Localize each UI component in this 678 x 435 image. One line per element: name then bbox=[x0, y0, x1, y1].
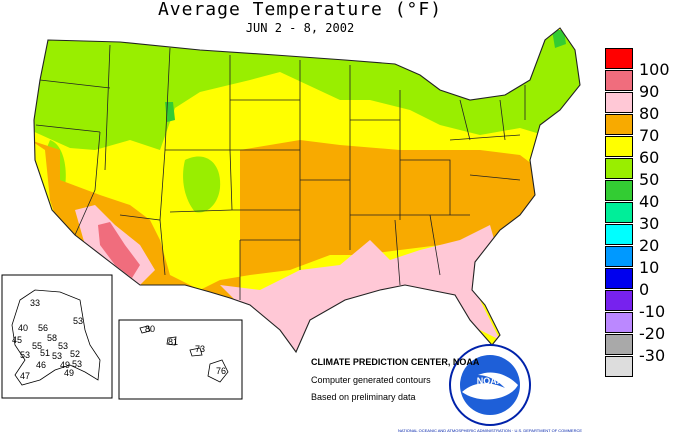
legend-item: 80 bbox=[605, 92, 675, 123]
state-boundaries bbox=[33, 27, 581, 354]
ak-value: 47 bbox=[20, 371, 31, 381]
legend-item: 90 bbox=[605, 70, 675, 101]
hi-value: 81 bbox=[168, 337, 179, 347]
map-title: Average Temperature (°F) bbox=[157, 0, 443, 20]
ak-value: 33 bbox=[30, 298, 41, 308]
hawaii-islands bbox=[139, 325, 229, 383]
legend-item: 10 bbox=[605, 246, 675, 277]
legend-label: 10 bbox=[639, 258, 660, 277]
ak-value: 53 bbox=[72, 359, 83, 369]
ak-value: 53 bbox=[58, 341, 69, 351]
legend-item: -20 bbox=[605, 312, 675, 343]
legend-swatch bbox=[605, 202, 633, 223]
legend-swatch bbox=[605, 356, 633, 377]
ak-value: 55 bbox=[32, 341, 43, 351]
legend-swatch bbox=[605, 180, 633, 201]
region-90s-desert bbox=[98, 222, 140, 278]
alaska-outline bbox=[11, 289, 101, 386]
ak-value: 49 bbox=[64, 368, 75, 378]
legend-label: -30 bbox=[639, 346, 666, 365]
noaa-logo-text: NOAA bbox=[477, 376, 504, 386]
legend-swatch bbox=[605, 312, 633, 333]
ak-value: 53 bbox=[73, 316, 84, 326]
legend-swatch bbox=[605, 290, 633, 311]
legend-label: 0 bbox=[639, 280, 650, 299]
legend-item: 30 bbox=[605, 202, 675, 233]
ak-value: 53 bbox=[52, 351, 63, 361]
legend-swatch bbox=[605, 48, 633, 69]
legend-swatch bbox=[605, 334, 633, 355]
ak-value: 51 bbox=[40, 348, 51, 358]
legend-swatch bbox=[605, 224, 633, 245]
legend-label: 20 bbox=[639, 236, 660, 255]
hi-value: 76 bbox=[216, 366, 227, 376]
legend-label: 70 bbox=[639, 126, 660, 145]
legend-label: 40 bbox=[639, 192, 660, 211]
legend-label: -20 bbox=[639, 324, 666, 343]
credit-center: CLIMATE PREDICTION CENTER, NOAA bbox=[311, 357, 480, 367]
ak-value: 46 bbox=[36, 360, 47, 370]
legend-swatch bbox=[605, 268, 633, 289]
credit-line1: Computer generated contours bbox=[311, 375, 431, 385]
legend-swatch bbox=[605, 92, 633, 113]
legend-item: 60 bbox=[605, 136, 675, 167]
legend-item: 40 bbox=[605, 180, 675, 211]
temperature-map: NOAA NATIONAL OCEANIC AND ATMOSPHERIC AD… bbox=[1, 27, 582, 433]
legend-item: 70 bbox=[605, 114, 675, 145]
legend-item: 20 bbox=[605, 224, 675, 255]
legend-swatch bbox=[605, 136, 633, 157]
legend-item: 50 bbox=[605, 158, 675, 189]
hawaii-inset bbox=[118, 319, 243, 400]
legend-item: 100 bbox=[605, 48, 675, 79]
legend-item: -10 bbox=[605, 290, 675, 321]
legend-label: 80 bbox=[639, 104, 660, 123]
ak-value: 49 bbox=[60, 360, 71, 370]
region-70s-south bbox=[40, 140, 540, 300]
region-50s-rockies bbox=[183, 156, 221, 213]
legend-label: -10 bbox=[639, 302, 666, 321]
legend-swatch bbox=[605, 114, 633, 135]
region-40s-maine bbox=[552, 30, 566, 48]
legend-label: 50 bbox=[639, 170, 660, 189]
ak-value: 58 bbox=[47, 333, 58, 343]
ak-value: 52 bbox=[70, 349, 81, 359]
noaa-logo[interactable]: NOAA NATIONAL OCEANIC AND ATMOSPHERIC AD… bbox=[398, 344, 582, 433]
us-contour-map bbox=[33, 27, 581, 354]
legend-item bbox=[605, 356, 675, 378]
legend-swatch bbox=[605, 70, 633, 91]
hi-value: 73 bbox=[195, 344, 206, 354]
legend-swatch bbox=[605, 158, 633, 179]
noaa-ring-text: NATIONAL OCEANIC AND ATMOSPHERIC ADMINIS… bbox=[398, 428, 582, 433]
legend-label: 90 bbox=[639, 82, 660, 101]
legend-swatch bbox=[605, 246, 633, 267]
alaska-inset bbox=[1, 274, 113, 399]
legend-label: 30 bbox=[639, 214, 660, 233]
legend-item: 0 bbox=[605, 268, 675, 299]
credit-line2: Based on preliminary data bbox=[311, 392, 416, 402]
legend-label: 100 bbox=[639, 60, 670, 79]
ak-value: 53 bbox=[20, 350, 31, 360]
legend-item: -30 bbox=[605, 334, 675, 365]
ak-value: 45 bbox=[12, 335, 23, 345]
ak-value: 40 bbox=[18, 323, 29, 333]
region-80s-gulf bbox=[220, 225, 500, 352]
map-subtitle: JUN 2 - 8, 2002 bbox=[245, 21, 355, 35]
hi-value: 80 bbox=[145, 324, 156, 334]
ak-value: 56 bbox=[38, 323, 49, 333]
legend-label: 60 bbox=[639, 148, 660, 167]
